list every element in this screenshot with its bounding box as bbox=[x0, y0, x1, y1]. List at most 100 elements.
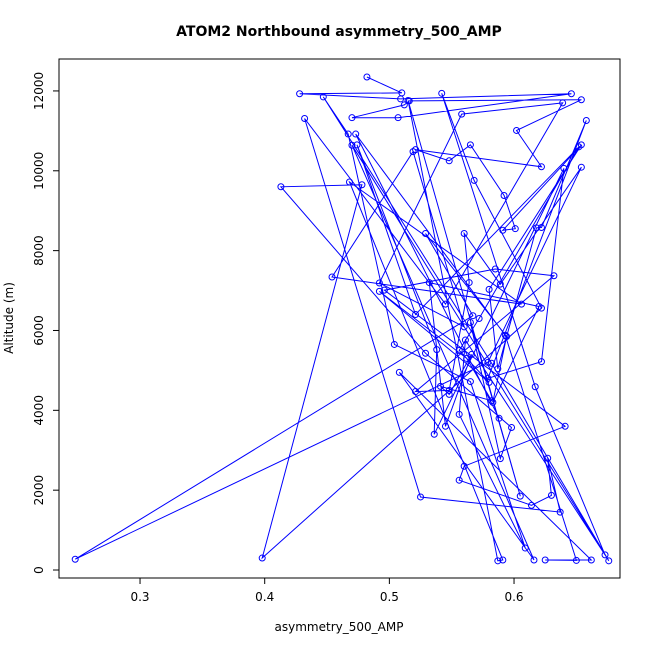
data-point bbox=[491, 265, 499, 273]
data-point bbox=[475, 315, 483, 322]
data-point bbox=[499, 226, 507, 234]
data-point bbox=[441, 300, 449, 308]
data-point bbox=[469, 312, 477, 320]
data-point bbox=[527, 501, 535, 509]
data-point bbox=[319, 93, 327, 101]
data-point bbox=[496, 280, 504, 288]
data-point bbox=[353, 141, 361, 149]
data-point bbox=[560, 164, 568, 172]
y-tick-label: 8000 bbox=[32, 235, 46, 266]
data-point bbox=[537, 163, 545, 171]
data-point bbox=[412, 388, 420, 396]
data-point bbox=[485, 285, 493, 293]
data-point bbox=[530, 556, 538, 564]
data-point bbox=[425, 279, 433, 287]
data-point bbox=[400, 101, 408, 109]
data-point bbox=[537, 223, 545, 231]
data-point bbox=[445, 157, 453, 165]
x-tick-label: 0.3 bbox=[130, 590, 149, 604]
data-point bbox=[470, 176, 478, 184]
data-point bbox=[460, 323, 468, 331]
data-point bbox=[537, 304, 545, 312]
y-tick-label: 2000 bbox=[32, 475, 46, 506]
data-point bbox=[466, 141, 474, 149]
data-point bbox=[461, 336, 469, 344]
data-point bbox=[582, 116, 590, 124]
data-point bbox=[455, 346, 463, 354]
data-point bbox=[417, 493, 425, 501]
data-point bbox=[466, 378, 474, 386]
data-point bbox=[433, 346, 441, 354]
data-point bbox=[363, 73, 371, 81]
data-point bbox=[559, 99, 567, 107]
data-point bbox=[301, 114, 309, 122]
data-point bbox=[436, 382, 444, 390]
data-point bbox=[390, 340, 398, 348]
data-point bbox=[587, 556, 595, 564]
data-point bbox=[531, 383, 539, 391]
x-tick-label: 0.6 bbox=[504, 590, 523, 604]
data-point bbox=[466, 318, 474, 326]
data-point bbox=[572, 556, 580, 564]
data-point bbox=[397, 95, 405, 103]
data-point bbox=[484, 374, 492, 382]
data-point bbox=[345, 178, 353, 186]
y-tick-label: 10000 bbox=[32, 152, 46, 190]
data-point bbox=[577, 96, 585, 104]
data-point bbox=[521, 544, 529, 552]
data-point bbox=[352, 130, 360, 138]
y-tick-label: 4000 bbox=[32, 395, 46, 426]
data-point bbox=[258, 554, 266, 562]
data-point bbox=[430, 430, 438, 438]
data-point bbox=[460, 462, 468, 470]
data-point bbox=[422, 349, 430, 357]
data-point bbox=[458, 110, 466, 118]
data-point bbox=[577, 163, 585, 171]
data-point bbox=[409, 148, 417, 156]
data-point bbox=[488, 359, 496, 367]
data-point bbox=[601, 551, 609, 559]
data-point bbox=[508, 423, 516, 431]
data-point bbox=[395, 368, 403, 376]
data-point bbox=[537, 358, 545, 366]
data-point bbox=[422, 229, 430, 237]
data-point bbox=[532, 224, 540, 232]
data-point bbox=[296, 90, 304, 98]
data-point bbox=[463, 354, 471, 362]
data-point bbox=[496, 455, 504, 463]
data-point bbox=[455, 410, 463, 418]
data-point bbox=[511, 225, 519, 233]
x-axis: 0.3 0.4 0.5 0.6 bbox=[130, 577, 524, 604]
data-point bbox=[544, 454, 552, 462]
plot-frame bbox=[58, 58, 621, 579]
data-point bbox=[445, 386, 453, 394]
data-point bbox=[516, 492, 524, 500]
data-point bbox=[605, 557, 613, 565]
chart-title: ATOM2 Northbound asymmetry_500_AMP bbox=[176, 24, 502, 40]
data-point bbox=[518, 300, 526, 308]
data-point bbox=[550, 272, 558, 280]
data-point bbox=[375, 279, 383, 287]
data-point bbox=[501, 331, 509, 339]
y-tick-label: 0 bbox=[32, 566, 46, 574]
data-point bbox=[344, 130, 352, 138]
x-axis-label: asymmetry_500_AMP bbox=[275, 620, 404, 634]
data-point bbox=[441, 422, 449, 430]
data-point bbox=[394, 114, 402, 122]
data-point bbox=[541, 556, 549, 564]
y-tick-label: 12000 bbox=[32, 72, 46, 110]
data-point bbox=[375, 287, 383, 295]
data-point bbox=[575, 143, 583, 151]
series-line bbox=[74, 76, 610, 562]
data-point bbox=[348, 141, 356, 149]
data-point bbox=[567, 90, 575, 98]
x-tick-label: 0.5 bbox=[380, 590, 399, 604]
data-point bbox=[328, 273, 336, 281]
y-axis-label: Altitude (m) bbox=[2, 282, 16, 354]
data-point bbox=[358, 181, 366, 189]
data-point bbox=[484, 358, 492, 366]
data-point bbox=[494, 365, 502, 373]
data-point bbox=[488, 397, 496, 405]
data-point bbox=[494, 557, 502, 565]
